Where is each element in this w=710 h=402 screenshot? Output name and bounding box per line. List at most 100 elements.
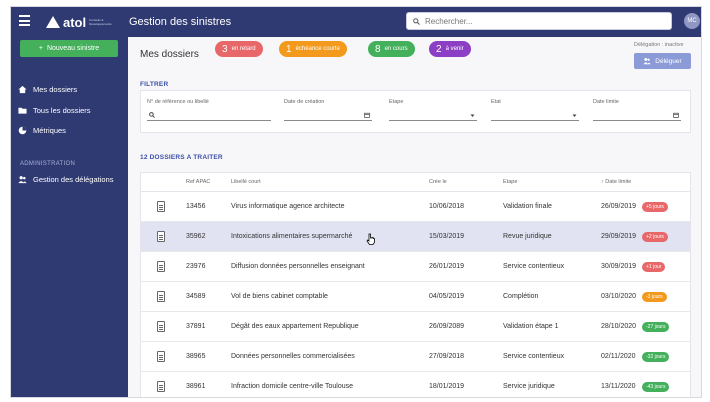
sidebar: + Nouveau sinistre Mes dossiers Tous les… [11,37,128,397]
avatar[interactable]: MC [684,13,700,29]
row-created: 15/03/2019 [429,233,465,240]
search-icon [149,112,155,118]
table-row[interactable]: 38961 Infraction domicile centre-ville T… [141,372,690,397]
row-ref: 23976 [186,263,206,270]
document-icon [157,201,165,212]
row-deadline: 28/10/2020 [601,323,637,330]
document-icon [157,321,165,332]
table-row[interactable]: 13456 Virus informatique agence architec… [141,192,690,222]
col-step[interactable]: Etape [503,179,518,185]
home-icon [18,85,27,93]
pill-label: en cours [384,46,408,52]
row-label: Vol de biens cabinet comptable [231,293,328,300]
sidebar-item-label: Mes dossiers [33,84,78,94]
sidebar-item-label: Tous les dossiers [33,105,91,115]
late-count-pill[interactable]: 3 en retard [215,41,263,57]
step-filter-select[interactable]: Etape [389,99,477,121]
top-bar: atol Conseils & Développements Gestion d… [11,7,701,37]
hand-cursor-icon [366,233,375,245]
col-deadline[interactable]: ↑ Date limite [601,179,632,185]
row-created: 26/01/2019 [429,263,465,270]
plus-icon: + [38,45,43,52]
calendar-icon [673,112,679,118]
row-step: Complétion [503,293,539,300]
in-progress-pill[interactable]: 8 en cours [368,41,415,57]
document-icon [157,291,165,302]
ref-filter-field[interactable]: N° de référence ou libellé [147,99,271,121]
status-badge: -32 jours [642,352,670,362]
row-created: 26/09/2089 [429,323,465,330]
pie-chart-icon [18,126,27,134]
status-badge: +5 jours [642,202,668,212]
logo-mark-icon [46,16,60,28]
pill-count: 2 [436,43,442,55]
sidebar-item-label: Métriques [33,125,66,135]
table-row[interactable]: 34589 Vol de biens cabinet comptable 04/… [141,282,690,312]
row-ref: 34589 [186,293,206,300]
document-icon [157,261,165,272]
status-badge: -43 jours [642,382,670,392]
row-ref: 35962 [186,233,206,240]
row-created: 04/05/2019 [429,293,465,300]
short-deadline-pill[interactable]: 1 échéance courte [279,41,347,57]
status-badge: +2 jours [642,232,668,242]
row-deadline: 02/11/2020 [601,353,636,360]
table-row[interactable]: 35962 Intoxications alimentaires superma… [141,222,690,252]
ref-filter-label: N° de référence ou libellé [147,99,209,105]
new-claim-button[interactable]: + Nouveau sinistre [20,40,118,57]
col-label[interactable]: Libellé court [231,179,261,185]
sidebar-item-label: Gestion des délégations [33,174,114,184]
row-deadline: 29/09/2019 [601,233,637,240]
pill-count: 1 [286,43,292,55]
row-step: Validation finale [503,203,552,210]
sidebar-item-metrics[interactable]: Métriques [18,123,66,137]
sidebar-item-my-files[interactable]: Mes dossiers [18,82,77,96]
row-label: Dégât des eaux appartement Republique [231,323,359,330]
document-icon [157,231,165,242]
app-window: atol Conseils & Développements Gestion d… [10,6,702,398]
search-icon [413,17,420,25]
status-badge: -27 jours [642,322,670,332]
table-row[interactable]: 37891 Dégât des eaux appartement Republi… [141,312,690,342]
pill-count: 3 [222,43,228,55]
pill-label: en retard [231,46,256,52]
row-step: Validation étape 1 [503,323,559,330]
state-filter-label: Etat [491,99,501,105]
row-deadline: 03/10/2020 [601,293,637,300]
row-label: Diffusion données personnelles enseignan… [231,263,365,270]
state-filter-select[interactable]: Etat [491,99,579,121]
document-icon [157,381,165,392]
col-created[interactable]: Crée le [429,179,447,185]
col-ref[interactable]: Ref APAC [186,179,211,185]
table-row[interactable]: 38965 Données personnelles commercialisé… [141,342,690,372]
chevron-down-icon [572,114,577,117]
table-row[interactable]: 23976 Diffusion données personnelles ens… [141,252,690,282]
pill-label: échéance courte [295,46,340,52]
delegate-button[interactable]: Déléguer [634,53,691,69]
row-created: 18/01/2019 [429,383,465,390]
created-date-filter[interactable]: Date de création [284,99,372,121]
new-claim-label: Nouveau sinistre [46,45,100,52]
sidebar-item-delegations[interactable]: Gestion des délégations [18,172,113,186]
row-ref: 38961 [186,383,206,390]
sidebar-item-all-files[interactable]: Tous les dossiers [18,103,91,117]
list-heading: 12 DOSSIERS A TRAITER [140,154,223,161]
search-box[interactable] [406,12,672,30]
row-label: Données personnelles commercialisées [231,353,355,360]
pill-label: à venir [445,46,464,52]
delegate-button-label: Déléguer [655,57,682,65]
deadline-filter[interactable]: Date limite [593,99,681,121]
logo-tagline: Conseils & Développements [89,18,112,26]
filter-heading: FILTRER [140,81,169,88]
files-table: Ref APAC Libellé court Crée le Etape ↑ D… [140,172,691,397]
search-input[interactable] [425,16,655,26]
row-ref: 38965 [186,353,206,360]
menu-icon[interactable] [19,15,30,26]
main-content: Mes dossiers 3 en retard 1 échéance cour… [128,37,701,397]
row-step: Revue juridique [503,233,552,240]
upcoming-pill[interactable]: 2 à venir [429,41,471,57]
calendar-icon [364,112,370,118]
logo-text: atol [63,14,87,30]
row-deadline: 13/11/2020 [601,383,636,390]
row-step: Service contentieux [503,353,565,360]
